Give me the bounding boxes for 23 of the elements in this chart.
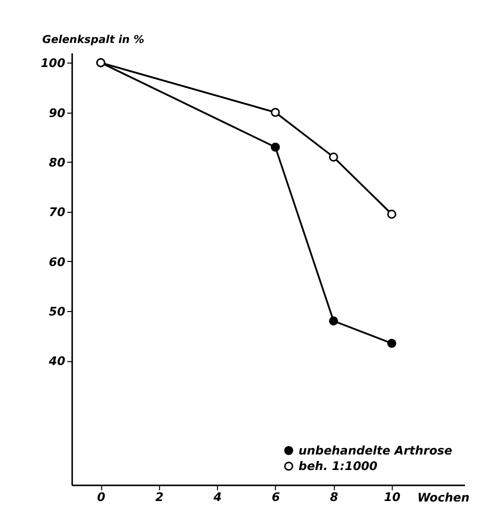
point xyxy=(387,338,396,348)
point xyxy=(387,210,396,219)
point xyxy=(270,108,280,117)
legend-label: beh. 1:1000 xyxy=(298,459,378,474)
x-tick-label: 4 xyxy=(212,490,222,504)
point xyxy=(328,316,338,326)
y-axis-title: Gelenkspalt in % xyxy=(42,32,145,46)
point xyxy=(270,142,280,152)
y-tick-label: 70 xyxy=(48,205,66,220)
x-tick-label: 8 xyxy=(330,490,338,504)
point xyxy=(328,152,338,162)
y-tick-label: 80 xyxy=(48,155,66,170)
x-tick-label: 6 xyxy=(272,490,280,504)
x-axis-title: Wochen xyxy=(417,490,470,505)
y-tick-label: 90 xyxy=(48,106,66,120)
legend-label: unbehandelte Arthrose xyxy=(298,443,452,458)
y-tick-label: 100 xyxy=(40,56,66,70)
y-tick-label: 50 xyxy=(48,304,66,318)
x-tick-label: 10 xyxy=(384,490,400,504)
x-tick-label: 2 xyxy=(155,490,164,504)
x-tick-label: 0 xyxy=(97,490,106,504)
y-tick-label: 40 xyxy=(48,354,66,368)
y-tick-label: 60 xyxy=(48,254,66,269)
